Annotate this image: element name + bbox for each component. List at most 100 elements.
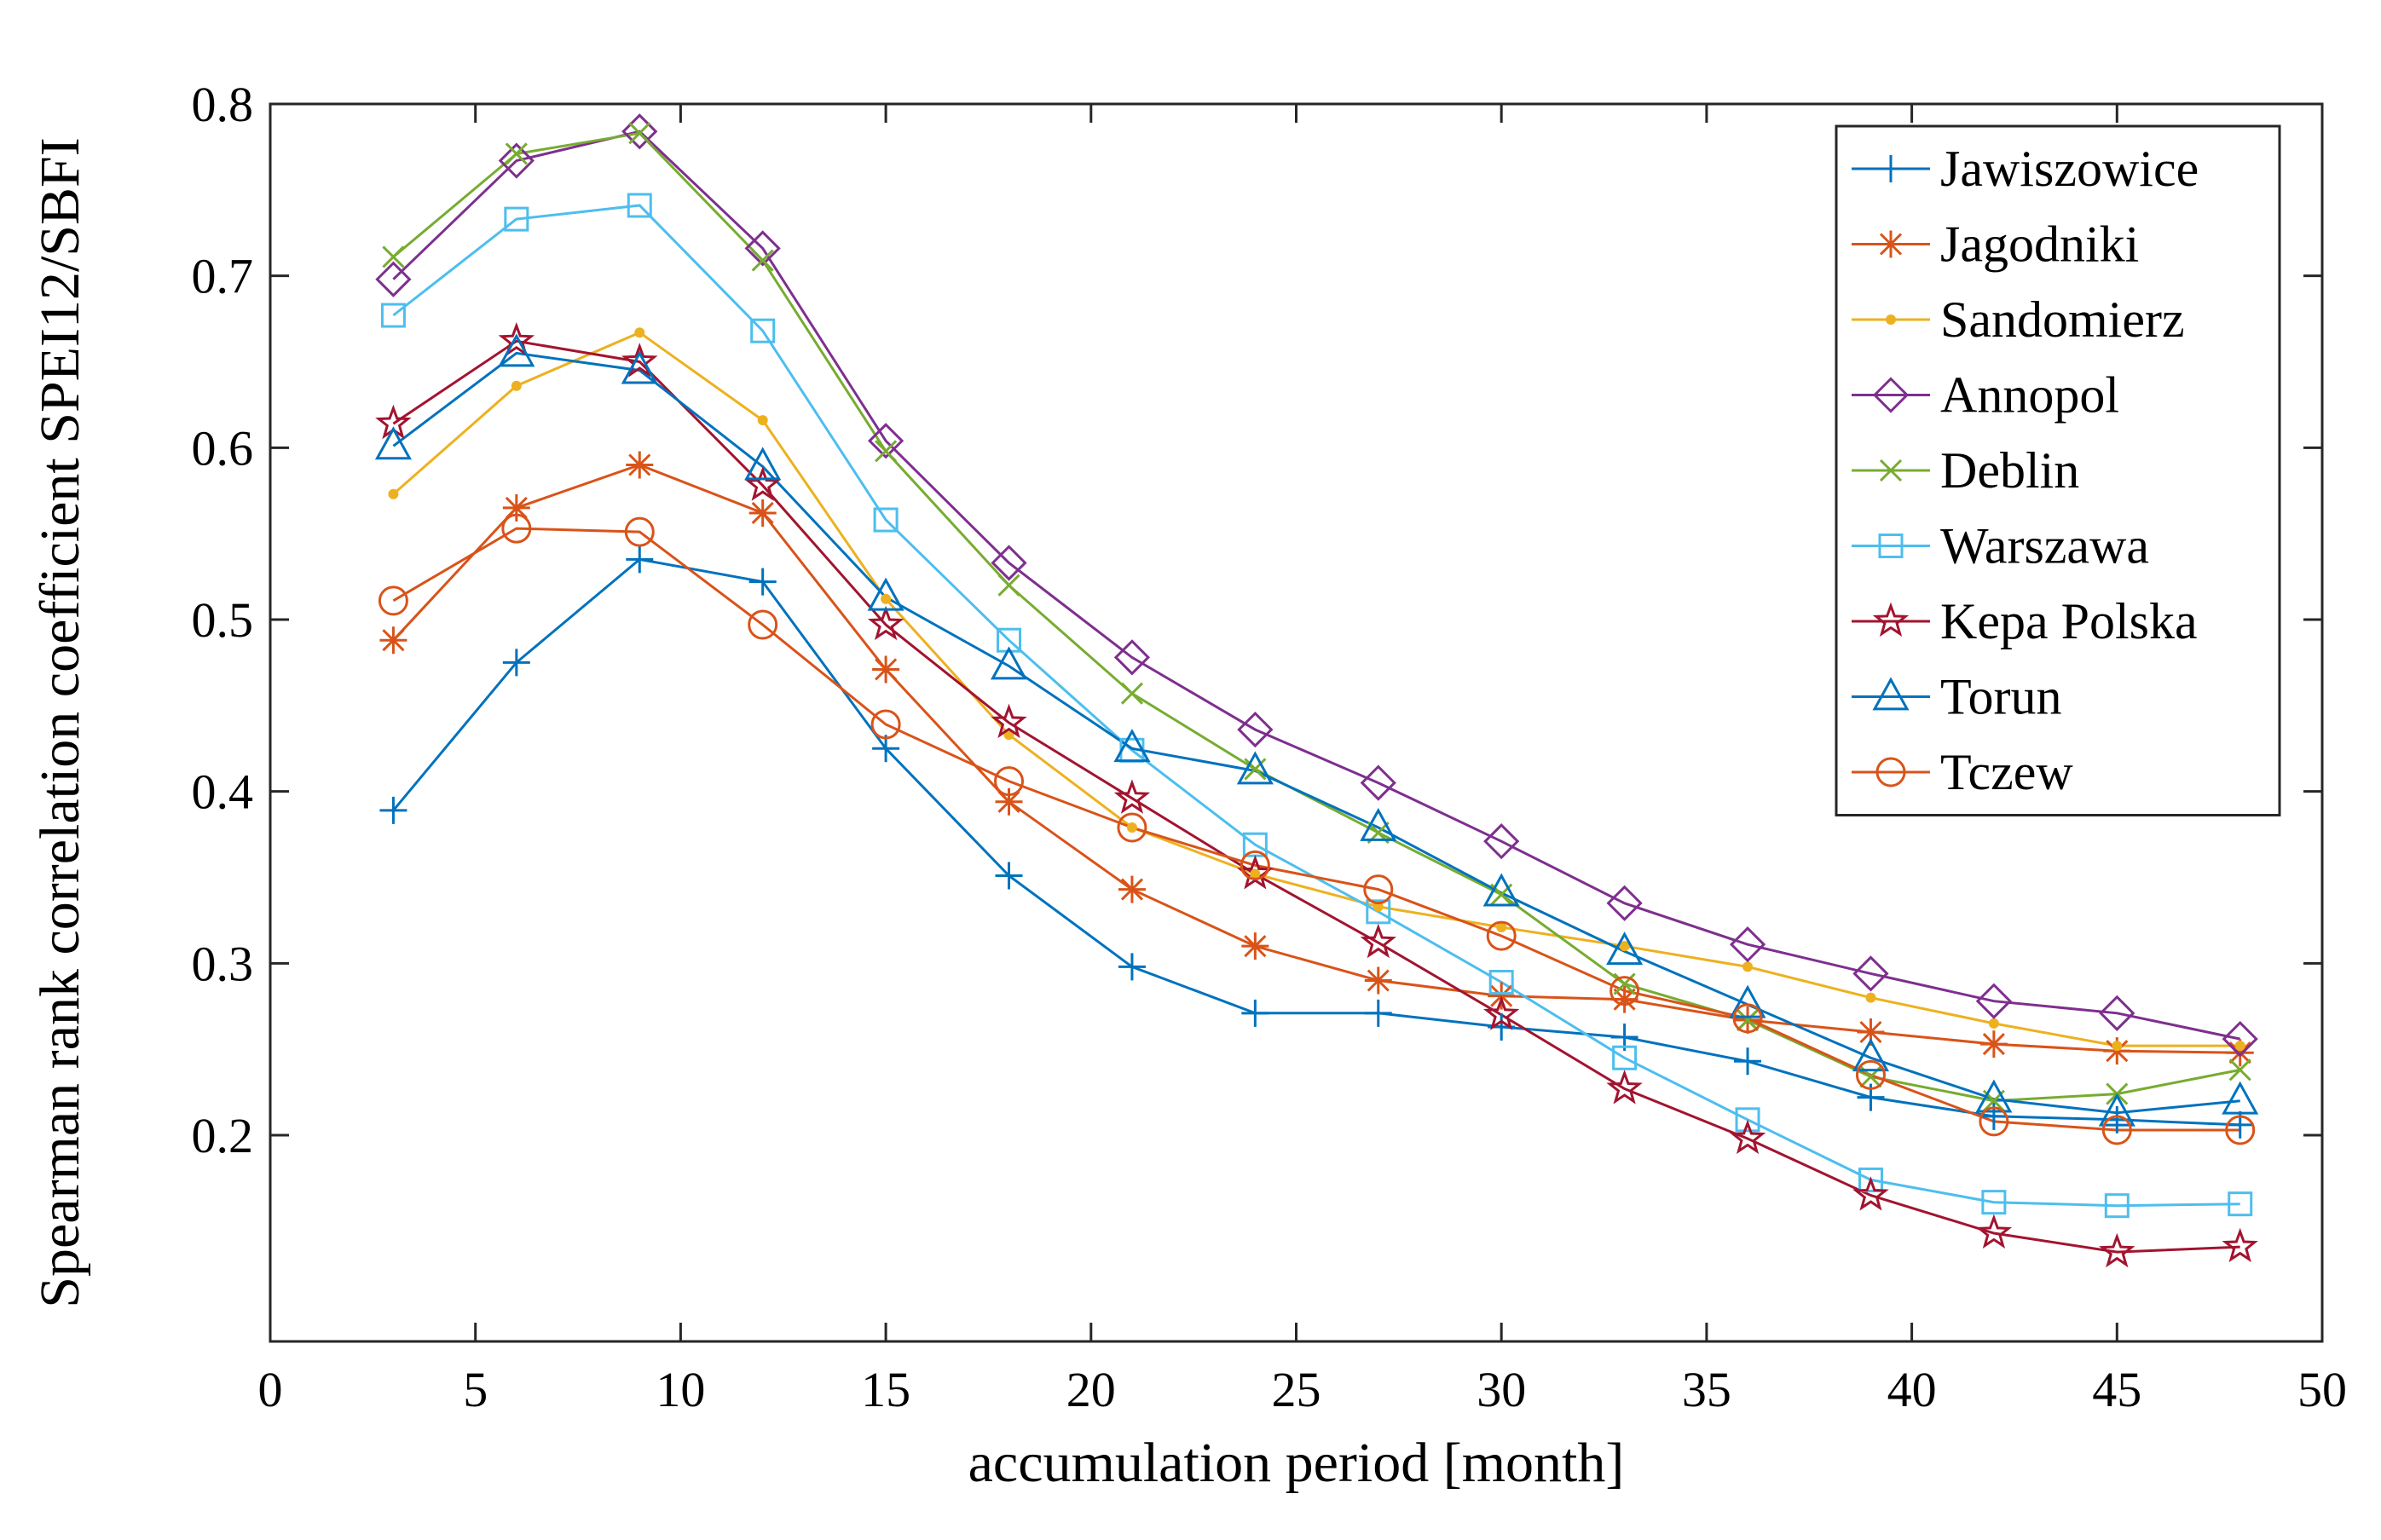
data-point-jawiszowice [748, 568, 777, 596]
data-point-kepa-polska [1237, 855, 1274, 890]
data-point-annopol [1975, 983, 2013, 1019]
data-point-sandomierz [1496, 921, 1507, 932]
data-point-warszawa [750, 318, 776, 343]
data-point-torun [1729, 984, 1766, 1018]
data-point-torun [1975, 1079, 2013, 1113]
data-point-annopol [744, 230, 781, 267]
x-tick-label: 25 [1272, 1362, 1321, 1417]
legend-label: Deblin [1940, 442, 2079, 499]
data-point-warszawa [873, 507, 899, 533]
plot-lines [392, 130, 2241, 1254]
data-point-jawiszowice [626, 545, 654, 574]
data-point-jagodniki [1610, 985, 1638, 1013]
data-point-deblin [505, 142, 528, 165]
data-point-jawiszowice [1241, 999, 1269, 1027]
data-point-jagodniki [379, 626, 407, 655]
series-line-sandomierz [392, 331, 2240, 1047]
data-point-deblin [2228, 1058, 2251, 1081]
data-point-sandomierz [881, 593, 892, 604]
legend-item-sandomierz: Sandomierz [1852, 291, 2185, 348]
data-point-kepa-polska [867, 605, 904, 641]
data-point-warszawa [627, 193, 652, 218]
data-point-deblin [382, 245, 405, 268]
data-point-torun [1852, 1038, 1890, 1072]
data-point-jawiszowice [995, 862, 1023, 890]
x-axis-title: accumulation period [month] [968, 1432, 1625, 1494]
data-point-kepa-polska [498, 321, 535, 357]
data-point-tczew [2101, 1115, 2132, 1145]
data-point-annopol [867, 423, 904, 459]
y-tick-label: 0.5 [192, 592, 254, 648]
x-tick-label: 5 [463, 1362, 488, 1417]
data-point-deblin [997, 574, 1020, 597]
data-point-kepa-polska [991, 703, 1027, 739]
x-tick-label: 0 [258, 1362, 283, 1417]
data-point-annopol [375, 261, 412, 297]
legend-marker [1877, 155, 1904, 182]
data-point-jagodniki [626, 451, 654, 479]
data-point-tczew [1609, 976, 1640, 1006]
x-tick-label: 30 [1477, 1362, 1526, 1417]
data-point-annopol [1360, 764, 1396, 801]
data-point-deblin [875, 440, 898, 463]
series-line-annopol [392, 130, 2241, 1041]
legend-label: Tczew [1940, 744, 2073, 800]
data-point-kepa-polska [2099, 1232, 2135, 1268]
data-point-jagodniki [1857, 1018, 1885, 1046]
data-point-torun [2098, 1093, 2135, 1127]
legend-marker [1872, 677, 1910, 711]
data-point-sandomierz [1865, 992, 1876, 1003]
legend-item-jawiszowice: Jawiszowice [1852, 141, 2199, 197]
data-point-torun [1482, 873, 1520, 907]
data-point-kepa-polska [1360, 923, 1397, 959]
data-point-jagodniki [1979, 1030, 2008, 1058]
data-point-tczew [1117, 812, 1147, 843]
series-line-jagodniki [392, 463, 2240, 1054]
data-point-sandomierz [1619, 941, 1630, 952]
x-tick-label: 35 [1682, 1362, 1731, 1417]
data-point-annopol [991, 545, 1027, 581]
data-point-annopol [1113, 639, 1151, 676]
data-point-torun [744, 447, 782, 481]
data-point-jawiszowice [872, 735, 900, 763]
legend-item-tczew: Tczew [1852, 744, 2073, 800]
x-tick-label: 20 [1066, 1362, 1116, 1417]
data-point-warszawa [2228, 1191, 2253, 1217]
data-point-jagodniki [2226, 1039, 2254, 1067]
data-point-deblin [1736, 1008, 1760, 1031]
data-point-tczew [994, 766, 1025, 797]
legend-item-jagodniki: Jagodniki [1852, 216, 2139, 273]
y-tick-label: 0.6 [192, 420, 254, 476]
data-point-sandomierz [2112, 1041, 2123, 1052]
y-tick-label: 0.2 [192, 1108, 254, 1163]
data-point-kepa-polska [1606, 1070, 1643, 1105]
data-point-torun [498, 333, 535, 367]
data-point-torun [990, 646, 1028, 680]
data-point-kepa-polska [1113, 779, 1151, 814]
series-line-torun [392, 351, 2240, 1115]
data-point-warszawa [504, 206, 529, 232]
legend: Jawiszowice Jagodniki Sandomierz Annopol Deb… [1835, 124, 2281, 816]
legend-label: Jawiszowice [1940, 141, 2199, 197]
data-point-warszawa [380, 303, 406, 328]
legend-marker [1872, 377, 1910, 413]
data-point-warszawa [1612, 1045, 1638, 1070]
data-point-tczew [378, 585, 408, 616]
data-point-warszawa [2104, 1193, 2130, 1219]
data-point-annopol [1483, 823, 1520, 860]
legend-item-warszawa: Warszawa [1852, 518, 2149, 574]
data-point-tczew [1732, 1003, 1763, 1034]
series-line-kepa-polska [392, 339, 2240, 1254]
y-tick-label: 0.3 [192, 936, 254, 991]
data-point-deblin [1244, 758, 1267, 781]
y-tick-label: 0.4 [192, 764, 254, 820]
data-point-annopol [621, 113, 658, 150]
y-tick-label: 0.8 [192, 77, 254, 132]
data-point-kepa-polska [1852, 1176, 1889, 1211]
x-tick-label: 45 [2092, 1362, 2141, 1417]
data-point-annopol [498, 142, 535, 179]
data-point-deblin [1120, 682, 1144, 705]
legend-label: Jagodniki [1940, 216, 2139, 273]
data-point-jawiszowice [502, 649, 530, 677]
